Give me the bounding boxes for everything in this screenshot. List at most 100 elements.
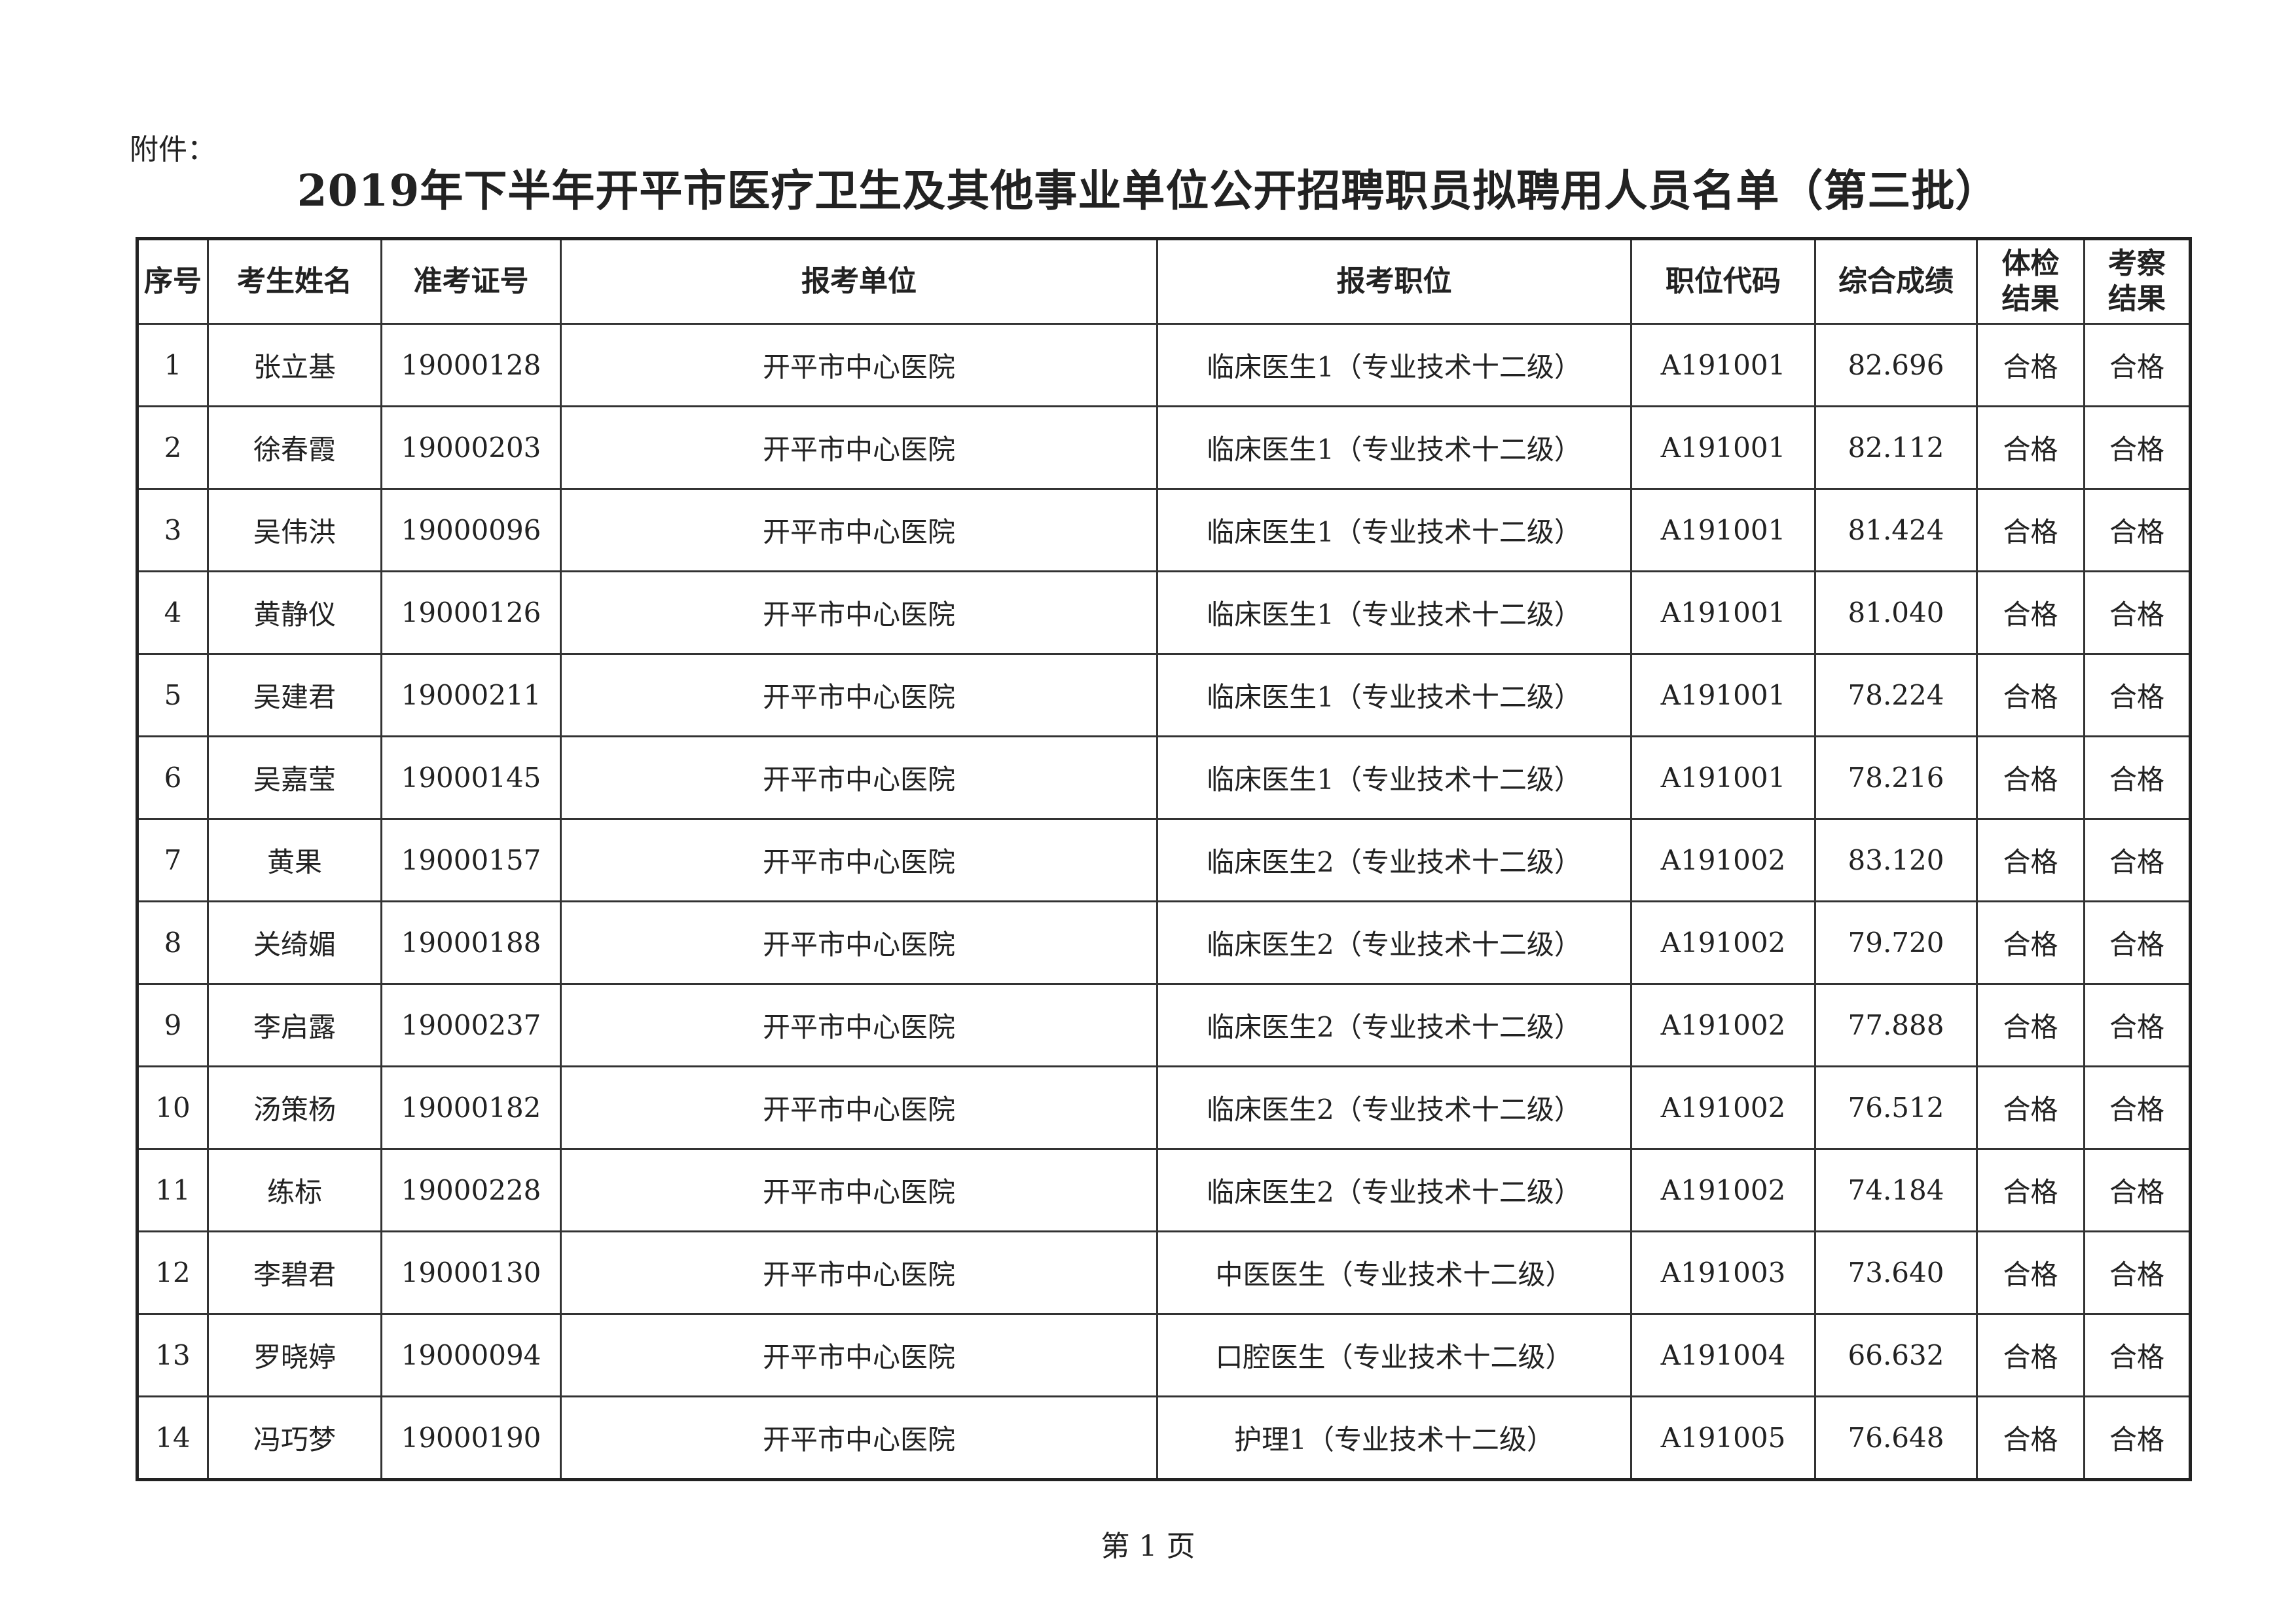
- cell-index: 6: [136, 735, 209, 820]
- cell-position-code: A191003: [1630, 1230, 1816, 1315]
- cell-position-code: A191002: [1630, 1148, 1816, 1232]
- cell-score: 76.512: [1814, 1065, 1978, 1150]
- header-score: 综合成绩: [1814, 238, 1978, 325]
- header-index: 序号: [136, 238, 209, 325]
- cell-medical-result: 合格: [1976, 488, 2085, 572]
- cell-inspection-result: 合格: [2083, 570, 2191, 655]
- table-row: 8 关绮媚 19000188 开平市中心医院 临床医生2（专业技术十二级） A191002…: [136, 900, 2191, 985]
- header-inspection-result: 考察结果: [2083, 238, 2191, 325]
- cell-score: 66.632: [1814, 1313, 1978, 1397]
- cell-position-code: A191001: [1630, 735, 1816, 820]
- cell-name: 徐春霞: [207, 405, 382, 490]
- cell-inspection-result: 合格: [2083, 735, 2191, 820]
- cell-name: 关绮媚: [207, 900, 382, 985]
- table-row: 11 练标 19000228 开平市中心医院 临床医生2（专业技术十二级） A191002…: [136, 1148, 2191, 1232]
- cell-inspection-result: 合格: [2083, 983, 2191, 1067]
- cell-index: 10: [136, 1065, 209, 1150]
- cell-inspection-result: 合格: [2083, 900, 2191, 985]
- cell-inspection-result: 合格: [2083, 1395, 2191, 1481]
- cell-position-code: A191002: [1630, 1065, 1816, 1150]
- cell-unit: 开平市中心医院: [560, 1313, 1158, 1397]
- table-row: 10 汤策杨 19000182 开平市中心医院 临床医生2（专业技术十二级） A19100…: [136, 1065, 2191, 1150]
- cell-unit: 开平市中心医院: [560, 570, 1158, 655]
- cell-index: 11: [136, 1148, 209, 1232]
- cell-index: 5: [136, 653, 209, 737]
- cell-medical-result: 合格: [1976, 1395, 2085, 1481]
- cell-name: 汤策杨: [207, 1065, 382, 1150]
- table-row: 9 李启露 19000237 开平市中心医院 临床医生2（专业技术十二级） A191002…: [136, 983, 2191, 1067]
- cell-index: 9: [136, 983, 209, 1067]
- cell-unit: 开平市中心医院: [560, 488, 1158, 572]
- cell-position: 临床医生2（专业技术十二级）: [1156, 1065, 1632, 1150]
- cell-position: 中医医生（专业技术十二级）: [1156, 1230, 1632, 1315]
- cell-exam-id: 19000128: [380, 323, 562, 407]
- table-row: 7 黄果 19000157 开平市中心医院 临床医生2（专业技术十二级） A191002 8…: [136, 818, 2191, 902]
- header-exam-id: 准考证号: [380, 238, 562, 325]
- cell-exam-id: 19000145: [380, 735, 562, 820]
- cell-medical-result: 合格: [1976, 653, 2085, 737]
- cell-index: 7: [136, 818, 209, 902]
- cell-position-code: A191005: [1630, 1395, 1816, 1481]
- page-title: 2019年下半年开平市医疗卫生及其他事业单位公开招聘职员拟聘用人员名单（第三批）: [297, 165, 1999, 216]
- cell-index: 13: [136, 1313, 209, 1397]
- cell-unit: 开平市中心医院: [560, 818, 1158, 902]
- cell-score: 81.424: [1814, 488, 1978, 572]
- cell-name: 黄静仪: [207, 570, 382, 655]
- candidate-table: 序号 考生姓名 准考证号 报考单位 报考职位 职位代码 综合成绩 体检结果 考察…: [136, 237, 2192, 1481]
- cell-unit: 开平市中心医院: [560, 735, 1158, 820]
- table-row: 1 张立基 19000128 开平市中心医院 临床医生1（专业技术十二级） A191001…: [136, 323, 2191, 407]
- cell-score: 78.216: [1814, 735, 1978, 820]
- cell-name: 李碧君: [207, 1230, 382, 1315]
- attachment-label: 附件：: [130, 133, 216, 166]
- cell-name: 吴嘉莹: [207, 735, 382, 820]
- cell-position-code: A191001: [1630, 488, 1816, 572]
- table-row: 3 吴伟洪 19000096 开平市中心医院 临床医生1（专业技术十二级） A191001…: [136, 488, 2191, 572]
- header-row: 序号 考生姓名 准考证号 报考单位 报考职位 职位代码 综合成绩 体检结果 考察…: [136, 238, 2191, 325]
- cell-position: 临床医生1（专业技术十二级）: [1156, 405, 1632, 490]
- cell-index: 2: [136, 405, 209, 490]
- table-row: 5 吴建君 19000211 开平市中心医院 临床医生1（专业技术十二级） A191001…: [136, 653, 2191, 737]
- cell-name: 吴伟洪: [207, 488, 382, 572]
- cell-medical-result: 合格: [1976, 983, 2085, 1067]
- cell-exam-id: 19000188: [380, 900, 562, 985]
- cell-position: 临床医生2（专业技术十二级）: [1156, 900, 1632, 985]
- cell-inspection-result: 合格: [2083, 1148, 2191, 1232]
- cell-name: 冯巧梦: [207, 1395, 382, 1481]
- cell-unit: 开平市中心医院: [560, 653, 1158, 737]
- cell-position: 临床医生1（专业技术十二级）: [1156, 735, 1632, 820]
- cell-position-code: A191001: [1630, 405, 1816, 490]
- cell-exam-id: 19000182: [380, 1065, 562, 1150]
- cell-position-code: A191001: [1630, 323, 1816, 407]
- cell-position-code: A191004: [1630, 1313, 1816, 1397]
- cell-position: 临床医生1（专业技术十二级）: [1156, 488, 1632, 572]
- cell-score: 81.040: [1814, 570, 1978, 655]
- cell-unit: 开平市中心医院: [560, 323, 1158, 407]
- cell-name: 练标: [207, 1148, 382, 1232]
- cell-medical-result: 合格: [1976, 735, 2085, 820]
- cell-exam-id: 19000126: [380, 570, 562, 655]
- header-unit: 报考单位: [560, 238, 1158, 325]
- cell-inspection-result: 合格: [2083, 405, 2191, 490]
- cell-exam-id: 19000130: [380, 1230, 562, 1315]
- cell-inspection-result: 合格: [2083, 653, 2191, 737]
- cell-medical-result: 合格: [1976, 323, 2085, 407]
- cell-inspection-result: 合格: [2083, 488, 2191, 572]
- table-row: 6 吴嘉莹 19000145 开平市中心医院 临床医生1（专业技术十二级） A191001…: [136, 735, 2191, 820]
- cell-medical-result: 合格: [1976, 1148, 2085, 1232]
- table-row: 14 冯巧梦 19000190 开平市中心医院 护理1（专业技术十二级） A191005 7…: [136, 1395, 2191, 1481]
- cell-medical-result: 合格: [1976, 818, 2085, 902]
- cell-score: 78.224: [1814, 653, 1978, 737]
- cell-index: 12: [136, 1230, 209, 1315]
- cell-index: 14: [136, 1395, 209, 1481]
- table-row: 2 徐春霞 19000203 开平市中心医院 临床医生1（专业技术十二级） A191001…: [136, 405, 2191, 490]
- cell-exam-id: 19000203: [380, 405, 562, 490]
- header-name: 考生姓名: [207, 238, 382, 325]
- header-medical-result: 体检结果: [1976, 238, 2085, 325]
- cell-position-code: A191001: [1630, 570, 1816, 655]
- cell-medical-result: 合格: [1976, 405, 2085, 490]
- cell-position-code: A191001: [1630, 653, 1816, 737]
- cell-position: 护理1（专业技术十二级）: [1156, 1395, 1632, 1481]
- cell-exam-id: 19000094: [380, 1313, 562, 1397]
- cell-exam-id: 19000096: [380, 488, 562, 572]
- cell-inspection-result: 合格: [2083, 818, 2191, 902]
